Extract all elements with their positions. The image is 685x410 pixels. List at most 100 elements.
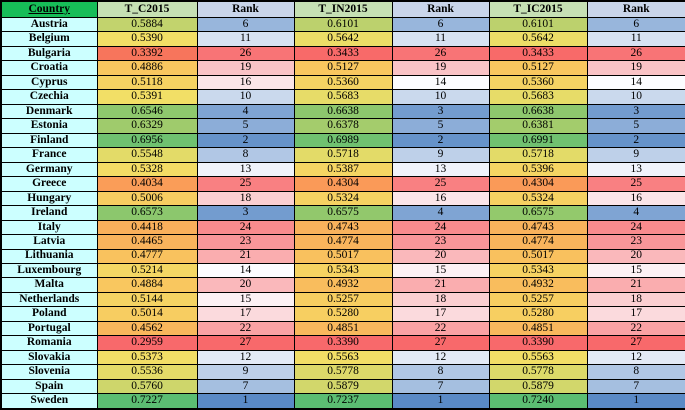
country-cell: Czechia (0, 89, 98, 105)
rank-cell: 4 (196, 103, 295, 120)
table-row: Czechia 0.5391 10 0.5683 10 0.5683 10 (0, 89, 685, 105)
value-cell: 0.5683 (293, 89, 393, 105)
rank-cell: 14 (196, 262, 295, 279)
rank-cell: 4 (391, 205, 490, 221)
value-cell: 0.5396 (488, 161, 588, 178)
value-cell: 0.4418 (96, 219, 198, 236)
value-cell: 0.4932 (488, 277, 588, 293)
country-cell: Luxembourg (0, 262, 98, 279)
value-cell: 0.4886 (96, 60, 198, 76)
value-cell: 0.3390 (488, 335, 588, 351)
value-cell: 0.5280 (293, 306, 393, 322)
rank-cell: 22 (196, 320, 295, 337)
table-row: Italy 0.4418 24 0.4743 24 0.4743 24 (0, 219, 685, 236)
value-cell: 0.5373 (96, 349, 198, 366)
rank-cell: 15 (196, 291, 295, 308)
value-cell: 0.5390 (96, 31, 198, 47)
value-cell: 0.6991 (488, 132, 588, 149)
rank-cell: 17 (586, 306, 685, 322)
rank-cell: 1 (586, 393, 685, 410)
value-cell: 0.4465 (96, 234, 198, 250)
value-cell: 0.5718 (293, 147, 393, 163)
value-cell: 0.5360 (293, 74, 393, 91)
rank-cell: 18 (196, 190, 295, 207)
value-cell: 0.5144 (96, 291, 198, 308)
rank-cell: 2 (586, 132, 685, 149)
value-cell: 0.6329 (96, 118, 198, 134)
rank-cell: 12 (391, 349, 490, 366)
rank-cell: 7 (196, 378, 295, 395)
value-cell: 0.6575 (488, 205, 588, 221)
value-cell: 0.7237 (293, 393, 393, 410)
value-cell: 0.7240 (488, 393, 588, 410)
value-cell: 0.6956 (96, 132, 198, 149)
rank-cell: 20 (586, 248, 685, 264)
country-cell: Portugal (0, 320, 98, 337)
value-cell: 0.5257 (293, 291, 393, 308)
rank-cell: 6 (391, 16, 490, 33)
rank-cell: 17 (391, 306, 490, 322)
rank-cell: 5 (391, 118, 490, 134)
value-cell: 0.5343 (488, 262, 588, 279)
rank-cell: 1 (196, 393, 295, 410)
value-cell: 0.4304 (488, 176, 588, 192)
country-cell: Romania (0, 335, 98, 351)
table-row: Finland 0.6956 2 0.6989 2 0.6991 2 (0, 132, 685, 149)
rank-cell: 9 (196, 364, 295, 380)
value-cell: 0.4774 (293, 234, 393, 250)
rank-cell: 3 (196, 205, 295, 221)
value-cell: 0.5017 (293, 248, 393, 264)
country-cell: Finland (0, 132, 98, 149)
value-cell: 0.6638 (293, 103, 393, 120)
rank-cell: 18 (391, 291, 490, 308)
country-cell: Croatia (0, 60, 98, 76)
country-cell: Malta (0, 277, 98, 293)
country-cell: Netherlands (0, 291, 98, 308)
rank-cell: 27 (391, 335, 490, 351)
rank-cell: 7 (391, 378, 490, 395)
country-cell: Sweden (0, 393, 98, 410)
rank-cell: 24 (586, 219, 685, 236)
rank-cell: 16 (196, 74, 295, 91)
table-row: Lithuania 0.4777 21 0.5017 20 0.5017 20 (0, 248, 685, 264)
value-cell: 0.5683 (488, 89, 588, 105)
rank-cell: 10 (391, 89, 490, 105)
value-cell: 0.6546 (96, 103, 198, 120)
value-cell: 0.5536 (96, 364, 198, 380)
rank-cell: 8 (586, 364, 685, 380)
table-row: Netherlands 0.5144 15 0.5257 18 0.5257 18 (0, 291, 685, 308)
value-cell: 0.5778 (488, 364, 588, 380)
value-cell: 0.4743 (293, 219, 393, 236)
table-row: Malta 0.4884 20 0.4932 21 0.4932 21 (0, 277, 685, 293)
value-cell: 0.2959 (96, 335, 198, 351)
table-row: Spain 0.5760 7 0.5879 7 0.5879 7 (0, 378, 685, 395)
rank-cell: 15 (586, 262, 685, 279)
value-cell: 0.5324 (293, 190, 393, 207)
table-header: Country T_C2015 Rank T_IN2015 Rank T_IC2… (0, 0, 685, 18)
country-cell: Bulgaria (0, 45, 98, 62)
rank-cell: 10 (586, 89, 685, 105)
rank-cell: 6 (196, 16, 295, 33)
table-row: Poland 0.5014 17 0.5280 17 0.5280 17 (0, 306, 685, 322)
rank-cell: 6 (586, 16, 685, 33)
rank-cell: 25 (196, 176, 295, 192)
country-cell: Lithuania (0, 248, 98, 264)
value-cell: 0.5343 (293, 262, 393, 279)
country-cell: Germany (0, 161, 98, 178)
rank-cell: 8 (196, 147, 295, 163)
value-cell: 0.5548 (96, 147, 198, 163)
rank-cell: 18 (586, 291, 685, 308)
value-cell: 0.5214 (96, 262, 198, 279)
value-cell: 0.5328 (96, 161, 198, 178)
rank-cell: 9 (391, 147, 490, 163)
rank-cell: 21 (391, 277, 490, 293)
value-cell: 0.5718 (488, 147, 588, 163)
table-row: Latvia 0.4465 23 0.4774 23 0.4774 23 (0, 234, 685, 250)
value-cell: 0.3390 (293, 335, 393, 351)
rank-cell: 27 (586, 335, 685, 351)
country-cell: Belgium (0, 31, 98, 47)
value-cell: 0.5387 (293, 161, 393, 178)
rank-cell: 13 (586, 161, 685, 178)
value-cell: 0.4562 (96, 320, 198, 337)
